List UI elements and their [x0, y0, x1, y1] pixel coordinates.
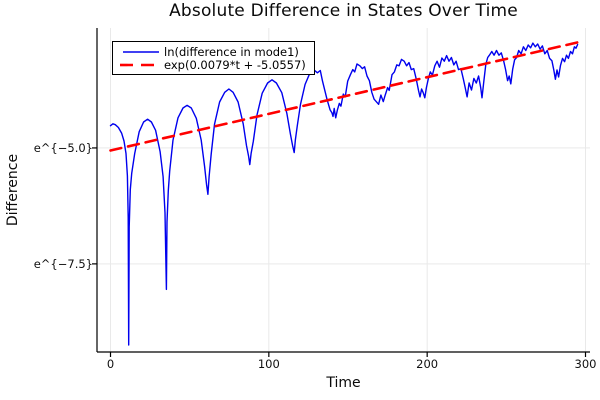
y-axis-label: Difference	[5, 153, 21, 227]
legend-label-series2: exp(0.0079*t + -5.0557)	[164, 57, 306, 72]
y-tick-label: e^{−5.0}	[33, 140, 93, 155]
legend-item-series1: ln(difference in mode1)	[119, 44, 306, 59]
x-axis-label: Time	[326, 375, 361, 391]
legend-label-series1: ln(difference in mode1)	[164, 44, 299, 59]
x-tick-label: 300	[574, 357, 597, 371]
y-tick-label: e^{−7.5}	[33, 256, 93, 271]
series-line-2	[109, 40, 580, 152]
legend-item-series2: exp(0.0079*t + -5.0557)	[119, 57, 306, 72]
x-tick-label: 200	[416, 357, 439, 371]
chart-title: Absolute Difference in States Over Time	[169, 1, 518, 21]
legend: ln(difference in mode1) exp(0.0079*t + -…	[112, 41, 315, 75]
x-tick-label: 0	[106, 357, 115, 371]
legend-line-dashed-icon	[120, 63, 159, 66]
x-tick-label: 100	[257, 357, 280, 371]
legend-line-solid-icon	[123, 50, 159, 53]
series-line-1	[109, 42, 579, 346]
